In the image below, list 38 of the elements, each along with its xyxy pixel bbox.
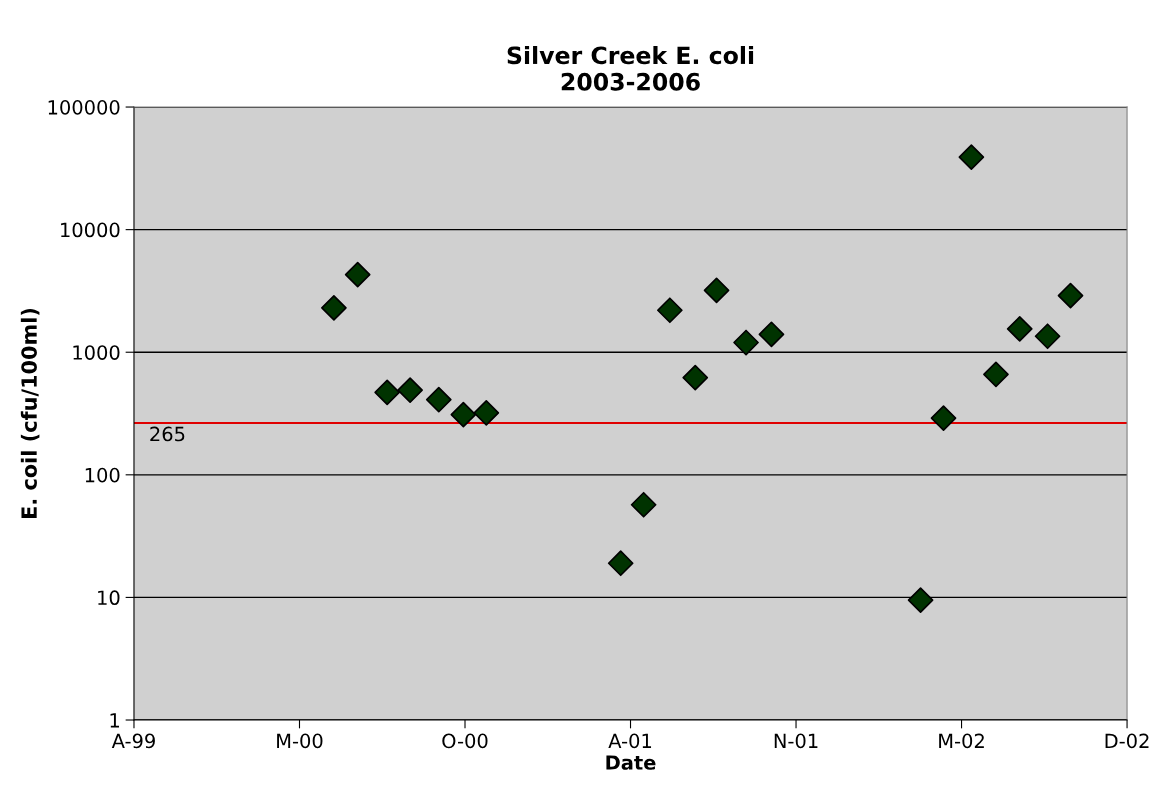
point [703, 277, 730, 304]
ref-line-label: 265 [150, 426, 185, 442]
x-axis-title: Date [606, 755, 656, 770]
point [983, 361, 1009, 388]
x-tick-label: A-99 [111, 733, 155, 749]
point [374, 379, 401, 406]
point [907, 587, 934, 614]
x-tick-label: N-01 [774, 733, 818, 749]
point [682, 364, 709, 391]
y-tick-label: 1000 [73, 345, 120, 360]
point [473, 400, 500, 426]
point [656, 297, 683, 324]
point [958, 144, 985, 171]
point [733, 329, 759, 356]
point [344, 261, 371, 288]
point [930, 405, 957, 431]
chart-title: Silver Creek E. coli 2003-2006 [507, 45, 754, 91]
point [425, 386, 452, 413]
point [758, 321, 785, 348]
x-tick-label: O-00 [442, 733, 488, 749]
y-tick-label: 10000 [61, 222, 120, 238]
point [450, 401, 477, 428]
point [607, 550, 634, 577]
y-tick-label: 100 [85, 467, 120, 483]
x-tick-label: A-01 [608, 733, 652, 749]
x-tick-label: M-00 [277, 733, 323, 749]
y-axis-title: E. coil (cfu/100ml) [20, 308, 40, 519]
x-tick-label: M-02 [939, 733, 984, 749]
point [1057, 282, 1084, 309]
point [1034, 323, 1061, 350]
y-tick-label: 1 [110, 713, 119, 728]
y-tick-label: 100000 [48, 99, 120, 115]
x-tick-label: D-02 [1105, 733, 1149, 749]
point [630, 491, 657, 518]
y-tick-label: 10 [98, 590, 120, 606]
point [1006, 316, 1033, 342]
point [321, 295, 347, 321]
point [397, 377, 423, 404]
